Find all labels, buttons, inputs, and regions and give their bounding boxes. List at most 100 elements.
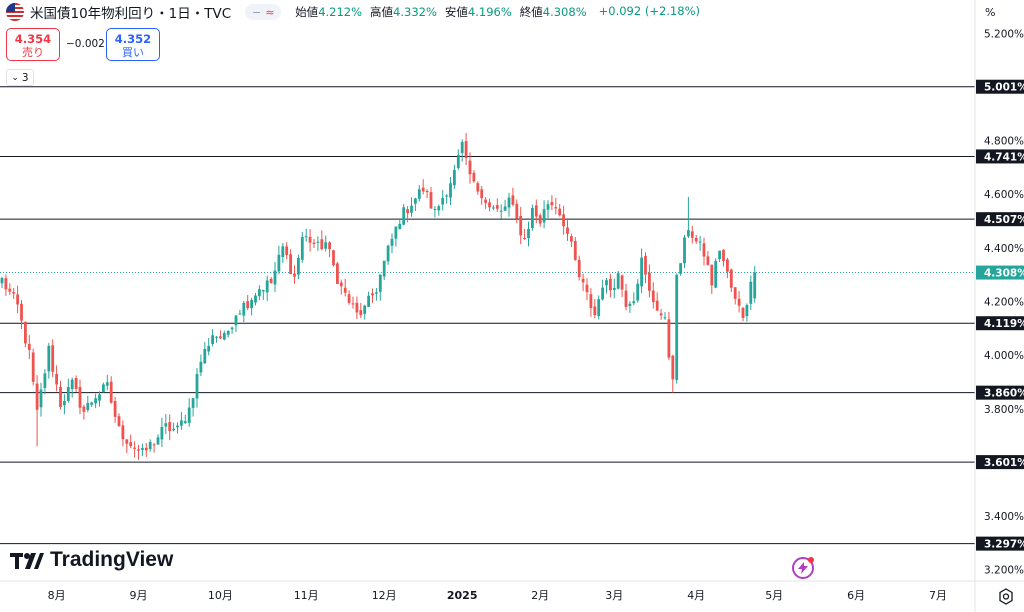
candle-body [714,261,718,288]
candle-body [745,305,749,317]
open-value: 4.212% [318,5,363,19]
candle-body [137,449,140,451]
candle-body [441,197,445,205]
candle-body [43,373,47,388]
indicators-toggle[interactable]: ⌄ 3 [6,69,34,86]
candle-body [472,172,476,182]
candle-body [129,442,133,447]
candle-body [550,202,554,206]
candle-body [429,192,433,209]
candle-body [16,294,19,305]
ohlc-readout: 始値4.212% 高値4.332% 安値4.196% 終値4.308% +0.0… [295,4,700,20]
buy-button[interactable]: 4.352 買い [106,28,160,61]
candle-body [39,389,43,408]
candle-body [172,428,175,431]
candle-body [339,282,343,287]
candle-body [102,384,105,393]
candle-body [507,197,511,208]
candle-body [558,208,562,216]
candle-body [593,306,597,316]
candle-body [718,250,721,259]
compare-toggle[interactable]: − ≈ [245,4,282,20]
candle-body [238,313,242,315]
candle-body [277,254,281,272]
candle-body [363,305,367,314]
candle-body [655,300,659,311]
candle-body [82,406,86,412]
horizontal-line-label-bg [976,79,1024,94]
candle-body [648,272,651,291]
y-tick-label: 4.400% [984,243,1024,255]
candle-body [519,215,523,236]
horizontal-line-label: 4.119% [984,318,1024,330]
x-tick-label: 10月 [208,589,233,602]
symbol-title[interactable]: 米国債10年物利回り・1日・TVC [30,6,232,22]
candle-body [215,336,218,338]
candle-body [456,155,460,168]
candle-body [417,189,421,199]
candle-body [316,241,320,243]
candle-body [90,402,94,405]
candle-body [570,236,573,242]
change-value: +0.092 (+2.18%) [598,4,700,18]
candle-body [285,246,289,256]
close-label: 終値 [519,5,543,19]
candle-body [679,263,682,274]
candle-body [125,439,129,444]
candle-body [347,294,351,303]
candle-body [94,398,97,404]
candle-body [117,416,121,426]
candle-body [729,269,733,288]
tradingview-logo: TradingView [10,548,173,572]
settings-icon[interactable] [997,588,1015,606]
y-tick-label: 3.800% [984,404,1024,416]
candle-body [336,263,339,284]
candle-body [402,207,406,225]
candle-body [320,239,324,250]
candle-body [628,303,632,307]
candle-body [343,287,347,293]
sell-button[interactable]: 4.354 売り [6,28,60,61]
candle-body [144,447,148,451]
candle-body [702,243,706,257]
y-tick-label: 4.200% [984,297,1024,309]
horizontal-line-label-bg [976,149,1024,164]
candle-body [640,257,643,287]
candle-body [31,352,35,382]
candle-body [675,274,679,380]
candle-body [749,281,753,304]
candle-body [351,303,355,305]
chart-header: 米国債10年物利回り・1日・TVC − ≈ 始値4.212% 高値4.332% … [0,0,975,24]
candle-body [523,238,526,240]
price-axis[interactable] [975,0,1024,612]
horizontal-line-label: 4.741% [984,151,1024,163]
candle-body [269,278,273,284]
candle-body [160,426,164,440]
candle-body [74,378,78,389]
high-value: 4.332% [393,5,437,19]
candle-body [468,160,472,175]
buy-label: 買い [122,46,144,59]
candle-body [168,422,172,431]
candle-body [113,401,117,417]
candle-body [671,355,675,380]
candle-body [156,437,160,445]
candle-body [480,189,484,199]
candle-body [694,237,698,242]
y-tick-label: 4.000% [984,350,1024,362]
candle-body [328,242,331,250]
candle-body [105,382,109,386]
candle-body [51,345,55,372]
bolt-icon[interactable] [792,557,814,579]
candle-body [63,401,66,406]
candle-body [753,272,757,299]
sell-price: 4.354 [14,32,52,46]
low-label: 安値 [444,5,468,19]
horizontal-line-label-bg [976,536,1024,551]
horizontal-line-label: 5.001% [984,82,1024,94]
candle-body [355,302,359,313]
candle-body [644,256,647,275]
candle-body [476,183,480,192]
